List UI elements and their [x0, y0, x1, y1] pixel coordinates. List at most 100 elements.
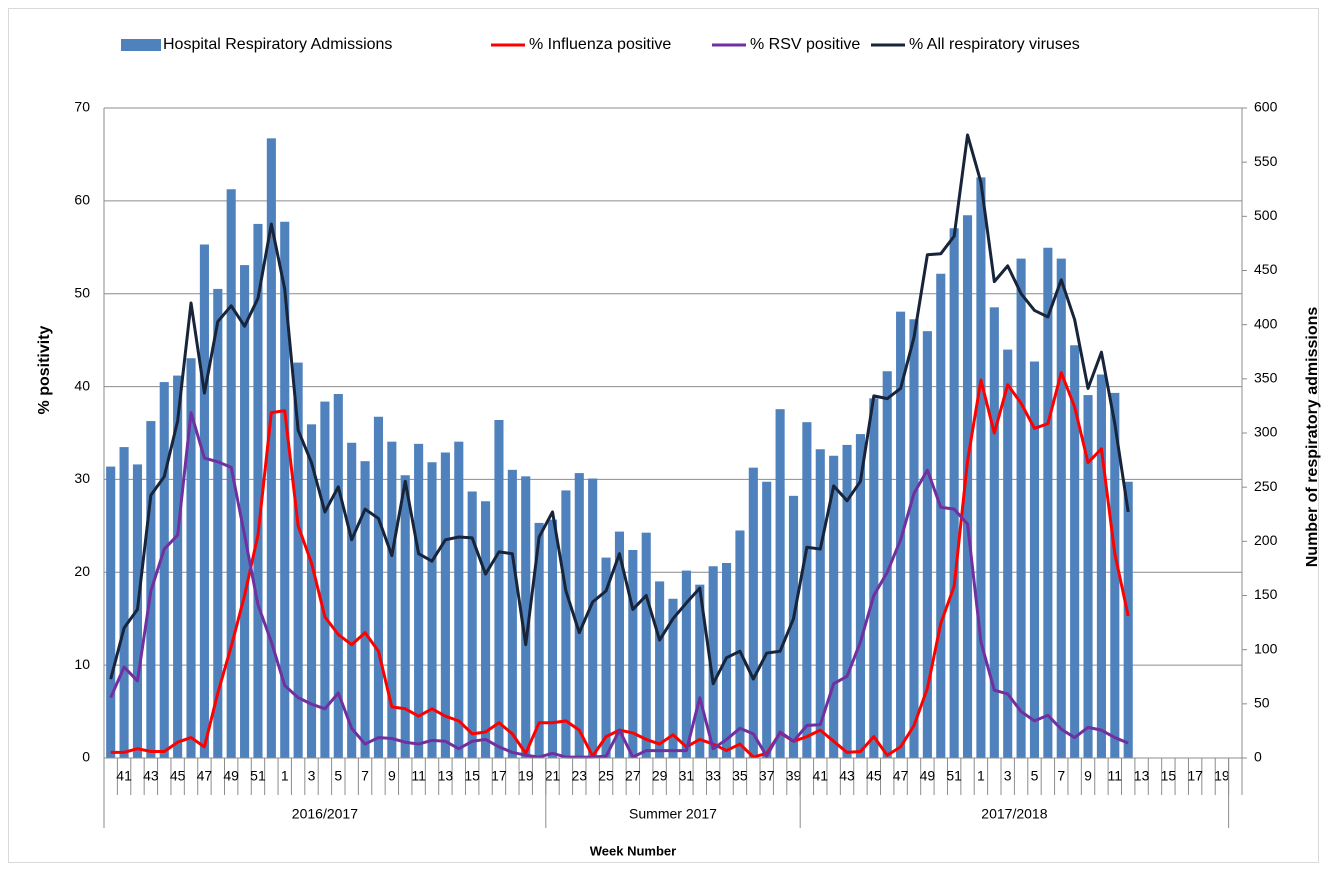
x-tick-label: 7	[361, 768, 369, 784]
x-tick-label: 1	[281, 768, 289, 784]
bar	[159, 382, 169, 758]
bar	[1070, 345, 1080, 758]
bar	[802, 422, 812, 758]
bar	[962, 215, 973, 758]
bar	[735, 530, 745, 758]
bar	[186, 358, 196, 758]
bar	[1056, 258, 1066, 758]
y-axis-title: % positivity	[36, 325, 53, 414]
bar	[333, 394, 343, 758]
x-tick-label: 11	[411, 768, 426, 784]
x-tick-label: 29	[652, 768, 668, 784]
y2-tick-label: 250	[1254, 478, 1278, 494]
x-tick-label: 7	[1057, 768, 1065, 784]
x-tick-label: 21	[545, 768, 561, 784]
bar	[440, 452, 450, 758]
y2-tick-label: 400	[1254, 315, 1278, 331]
bar	[373, 416, 384, 758]
bar	[119, 447, 129, 758]
x-tick-label: 47	[197, 768, 213, 784]
bar	[467, 491, 477, 758]
bar	[829, 455, 839, 758]
legend-label: % Influenza positive	[529, 36, 671, 53]
bar	[708, 566, 718, 758]
bar	[199, 244, 209, 758]
bar	[882, 371, 892, 758]
bar	[815, 449, 825, 758]
x-tick-label: 13	[1134, 768, 1150, 784]
y-tick-label: 50	[74, 284, 90, 300]
x-tick-label: 9	[388, 768, 396, 784]
bar	[494, 420, 504, 758]
x-tick-label: 23	[571, 768, 587, 784]
bar	[266, 138, 276, 759]
x-tick-label: 5	[334, 768, 342, 784]
y2-tick-label: 300	[1254, 424, 1278, 440]
chart-frame	[8, 8, 1319, 863]
bar	[173, 375, 183, 758]
legend-label: % All respiratory viruses	[909, 36, 1080, 53]
bar	[695, 584, 705, 758]
y2-tick-label: 450	[1254, 261, 1278, 277]
group-label: 2017/2018	[981, 806, 1047, 822]
y2-tick-label: 100	[1254, 640, 1278, 656]
bar	[293, 362, 303, 758]
bar	[360, 461, 370, 758]
bar	[574, 473, 584, 758]
bar	[1043, 247, 1053, 758]
bar	[427, 462, 437, 758]
x-tick-label: 43	[839, 768, 855, 784]
y2-tick-label: 200	[1254, 532, 1278, 548]
x-tick-label: 3	[1004, 768, 1012, 784]
bar	[976, 177, 986, 759]
bar	[788, 495, 799, 758]
bar	[387, 441, 397, 758]
x-tick-label: 43	[143, 768, 159, 784]
bar	[106, 466, 116, 758]
bar	[909, 319, 919, 758]
y2-tick-label: 550	[1254, 153, 1278, 169]
bar	[400, 475, 410, 758]
bar	[1110, 392, 1120, 758]
x-tick-label: 9	[1084, 768, 1092, 784]
y2-tick-label: 150	[1254, 586, 1278, 602]
bar	[280, 221, 290, 758]
bar	[869, 398, 879, 758]
x-tick-label: 19	[518, 768, 534, 784]
y2-tick-label: 350	[1254, 370, 1278, 386]
bar	[507, 469, 517, 758]
y2-tick-label: 600	[1254, 99, 1278, 115]
x-tick-label: 49	[223, 768, 239, 784]
bar	[989, 307, 999, 758]
bar	[748, 467, 758, 758]
y-tick-label: 70	[74, 99, 90, 115]
bar	[347, 442, 357, 758]
y2-axis-title: Number of respiratory admissions	[1304, 307, 1321, 568]
y-tick-label: 40	[74, 377, 90, 393]
x-tick-label: 17	[491, 768, 507, 784]
line	[109, 411, 1129, 759]
bar	[534, 522, 544, 758]
group-label: Summer 2017	[629, 806, 717, 822]
x-tick-label: 15	[1161, 768, 1177, 784]
x-tick-label: 45	[170, 768, 186, 784]
bar	[213, 288, 223, 758]
x-tick-label: 41	[812, 768, 828, 784]
legend-swatch	[121, 39, 161, 51]
x-tick-label: 25	[598, 768, 614, 784]
bar	[1003, 349, 1013, 758]
x-tick-label: 39	[786, 768, 802, 784]
bar	[1016, 258, 1026, 758]
bar	[253, 223, 263, 758]
legend-label: Hospital Respiratory Admissions	[163, 36, 392, 53]
bar	[547, 519, 558, 758]
line	[109, 133, 1130, 686]
x-axis-title: Week Number	[590, 843, 676, 858]
x-tick-label: 27	[625, 768, 641, 784]
x-tick-label: 1	[977, 768, 985, 784]
bar	[655, 581, 665, 758]
bar	[306, 424, 317, 758]
bar	[414, 443, 424, 758]
group-label: 2016/2017	[292, 806, 358, 822]
